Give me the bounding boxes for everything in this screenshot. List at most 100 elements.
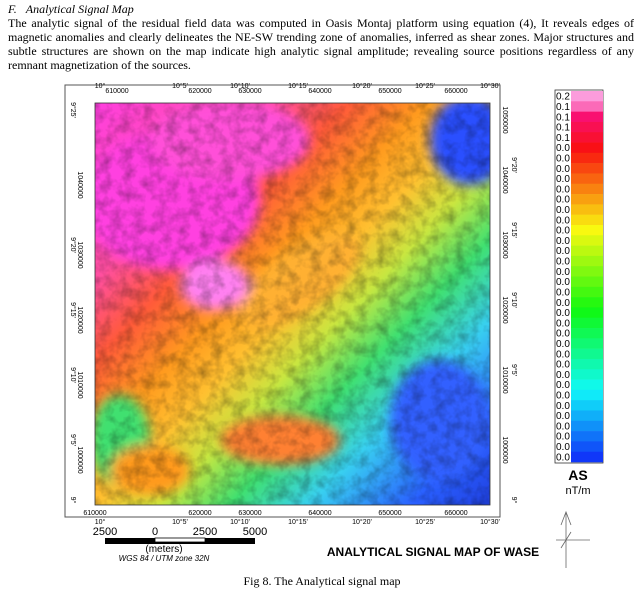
projection: WGS 84 / UTM zone 32N xyxy=(119,554,210,563)
bottom-tick-label: 640000 xyxy=(308,510,331,517)
top-tick-label: 10°15' xyxy=(288,82,308,90)
legend-label: 0.1 xyxy=(556,133,570,144)
left-tick-label: 9°25' xyxy=(69,102,77,118)
legend-swatch xyxy=(571,142,603,154)
top-tick-label: 630000 xyxy=(238,88,261,95)
legend-swatch xyxy=(571,410,603,422)
section-number: F. xyxy=(8,2,17,16)
legend-label: 0.0 xyxy=(556,329,570,340)
legend-swatch xyxy=(571,317,603,329)
legend-label: 0.0 xyxy=(556,257,570,268)
left-tick-label: 1000000 xyxy=(76,446,83,473)
left-tick-label: 9°5' xyxy=(69,434,77,446)
legend-swatch xyxy=(571,338,603,349)
legend-label: 0.0 xyxy=(556,421,570,432)
legend-label: 0.0 xyxy=(556,432,570,443)
left-tick-label: 1010000 xyxy=(76,371,83,398)
right-tick-label: 9°20' xyxy=(510,157,518,173)
scale-unit: (meters) xyxy=(145,544,182,555)
legend-label: 0.0 xyxy=(556,236,570,247)
top-tick-label: 650000 xyxy=(378,88,401,95)
left-tick-label: 9°15' xyxy=(69,302,77,318)
legend-label: 0.1 xyxy=(556,123,570,134)
right-tick-label: 1010000 xyxy=(501,366,508,393)
legend-swatch xyxy=(571,328,603,339)
legend-swatch xyxy=(571,101,603,112)
section-heading: F. Analytical Signal Map xyxy=(8,2,134,17)
legend-label: 0.0 xyxy=(556,277,570,288)
top-tick-label: 620000 xyxy=(188,88,211,95)
legend-label: 0.0 xyxy=(556,246,570,257)
legend-swatch xyxy=(571,441,603,452)
legend-swatch xyxy=(571,379,603,391)
right-tick-label: 9°15' xyxy=(510,222,518,238)
legend-swatch xyxy=(571,431,603,442)
legend-label: 0.0 xyxy=(556,442,570,453)
legend-label: 0.0 xyxy=(556,380,570,391)
right-tick-label: 1000000 xyxy=(501,436,508,463)
left-tick-label: 9°10' xyxy=(69,367,77,383)
bottom-tick-label: 620000 xyxy=(188,510,211,517)
top-tick-label: 10°30' xyxy=(480,82,500,90)
legend-swatch xyxy=(571,358,603,370)
paragraph: The analytic signal of the residual fiel… xyxy=(8,16,634,72)
right-tick-label: 9°5' xyxy=(510,364,518,376)
scale-tick-label: 2500 xyxy=(93,526,117,538)
right-tick-label: 9° xyxy=(510,497,518,504)
legend-swatch xyxy=(571,451,603,463)
bottom-tick-label: 630000 xyxy=(238,510,261,517)
legend-swatch xyxy=(571,400,603,411)
top-tick-label: 10° xyxy=(95,82,106,90)
scale-tick-label: 0 xyxy=(152,526,158,538)
legend-swatch xyxy=(571,214,603,226)
legend-swatch xyxy=(571,132,603,143)
legend-label: 0.0 xyxy=(556,215,570,226)
legend-label: 0.0 xyxy=(556,164,570,175)
legend-swatch xyxy=(571,121,603,133)
top-tick-label: 10°10' xyxy=(230,82,250,90)
legend-label: 0.0 xyxy=(556,391,570,402)
legend-label: 0.0 xyxy=(556,349,570,360)
left-tick-label: 1040000 xyxy=(76,171,83,198)
left-tick-label: 1020000 xyxy=(76,306,83,333)
bottom-tick-label: 10°30' xyxy=(480,518,500,526)
top-tick-label: 10°5' xyxy=(172,82,188,90)
legend-label: 0.0 xyxy=(556,401,570,412)
legend-swatch xyxy=(571,245,603,257)
legend-swatch xyxy=(571,183,603,195)
legend-swatch xyxy=(571,194,603,205)
legend-label: 0.0 xyxy=(556,308,570,319)
legend-label: 0.0 xyxy=(556,226,570,237)
right-tick-label: 1020000 xyxy=(501,296,508,323)
figure-caption: Fig 8. The Analytical signal map xyxy=(243,574,401,588)
top-tick-label: 640000 xyxy=(308,88,331,95)
legend-label: 0.0 xyxy=(556,153,570,164)
map-title: ANALYTICAL SIGNAL MAP OF WASE xyxy=(327,545,539,559)
legend-label: 0.0 xyxy=(556,360,570,371)
figure: 10°61000010°5'62000010°10'63000010°15'64… xyxy=(64,82,604,568)
legend-label: 0.1 xyxy=(556,112,570,123)
legend-swatch xyxy=(571,389,603,401)
bottom-tick-label: 10°15' xyxy=(288,518,308,526)
legend-label: 0.1 xyxy=(556,102,570,113)
right-tick-label: 1040000 xyxy=(501,166,508,193)
legend-label: 0.0 xyxy=(556,143,570,154)
legend-label: 0.0 xyxy=(556,195,570,206)
legend-swatch xyxy=(571,152,603,164)
top-tick-label: 610000 xyxy=(105,88,128,95)
legend-unit: nT/m xyxy=(565,485,590,497)
scale-bar xyxy=(105,537,255,544)
bottom-tick-label: 10°20' xyxy=(352,518,372,526)
legend-label: 0.2 xyxy=(556,92,570,103)
legend-swatch xyxy=(571,173,603,185)
legend-swatch xyxy=(571,224,603,236)
legend-swatch xyxy=(571,111,603,123)
left-tick-label: 9° xyxy=(69,497,77,504)
legend-label: 0.0 xyxy=(556,318,570,329)
legend-swatch xyxy=(571,420,603,432)
right-tick-label: 1050000 xyxy=(501,106,508,133)
legend-swatch xyxy=(571,369,603,380)
legend-label: 0.0 xyxy=(556,339,570,350)
legend-swatch xyxy=(571,255,603,267)
